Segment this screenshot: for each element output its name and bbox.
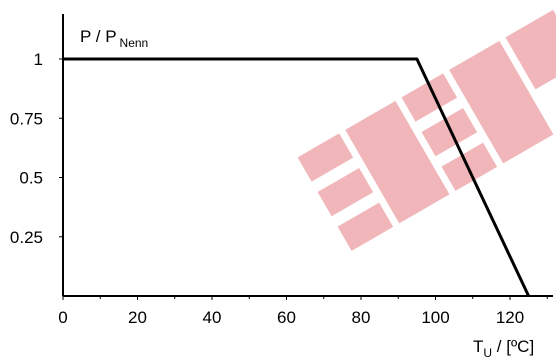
x-axis-label-pre: T <box>473 337 483 356</box>
y-axis-label-sub: Nenn <box>120 36 149 50</box>
y-axis-label-main: P / P <box>80 27 117 46</box>
x-tick-label-20: 20 <box>128 308 147 327</box>
y-tick-label-0.5: 0.5 <box>19 169 43 188</box>
x-axis-label: TU / [ºC] <box>473 337 534 360</box>
y-tick-label-0.25: 0.25 <box>10 228 43 247</box>
x-axis-ticks: 0 20 40 60 80 100 120 <box>58 296 548 327</box>
y-axis-ticks: 0.25 0.5 0.75 1 <box>10 50 63 247</box>
series-group <box>62 57 530 297</box>
y-tick-label-0.75: 0.75 <box>10 109 43 128</box>
y-tick-label-1: 1 <box>34 50 43 69</box>
x-tick-label-80: 80 <box>352 308 371 327</box>
x-tick-label-100: 100 <box>421 308 449 327</box>
x-tick-label-40: 40 <box>203 308 222 327</box>
y-axis-label: P / P Nenn <box>80 27 148 50</box>
x-axis-label-sub: U <box>483 346 492 360</box>
x-tick-label-120: 120 <box>496 308 524 327</box>
eep-watermark-logo <box>297 9 556 251</box>
x-axis-label-post: / [ºC] <box>492 337 534 356</box>
x-tick-label-60: 60 <box>277 308 296 327</box>
x-tick-label-0: 0 <box>58 308 67 327</box>
